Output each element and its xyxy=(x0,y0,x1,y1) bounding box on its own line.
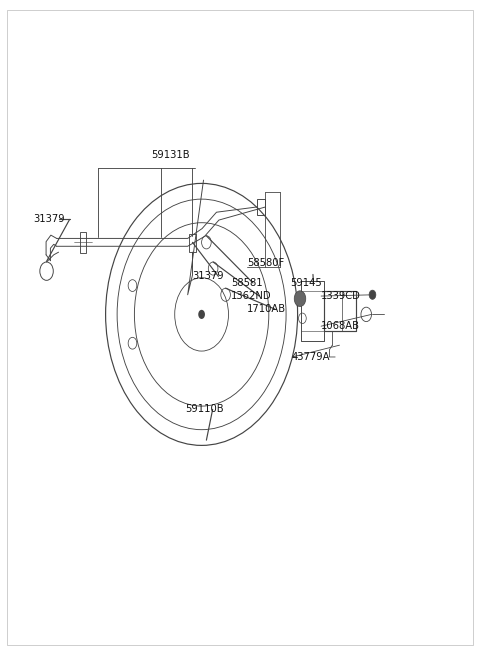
Text: 59145: 59145 xyxy=(290,278,322,288)
Text: 59110B: 59110B xyxy=(185,404,223,415)
Text: 31379: 31379 xyxy=(34,214,65,225)
Text: 1710AB: 1710AB xyxy=(247,304,287,314)
Text: 1362ND: 1362ND xyxy=(231,291,272,301)
Bar xyxy=(301,281,324,341)
Text: 1068AB: 1068AB xyxy=(321,321,360,331)
Text: 58581: 58581 xyxy=(231,278,263,288)
Text: 58580F: 58580F xyxy=(247,258,285,269)
Circle shape xyxy=(198,310,205,319)
Bar xyxy=(80,232,86,253)
Circle shape xyxy=(369,290,376,299)
Text: 1339CD: 1339CD xyxy=(321,291,360,301)
Circle shape xyxy=(294,291,306,307)
Bar xyxy=(257,199,265,215)
Bar xyxy=(189,234,196,252)
Text: 59131B: 59131B xyxy=(151,150,190,160)
Text: 31379: 31379 xyxy=(192,271,224,282)
Bar xyxy=(324,291,356,331)
Text: 43779A: 43779A xyxy=(292,352,330,362)
